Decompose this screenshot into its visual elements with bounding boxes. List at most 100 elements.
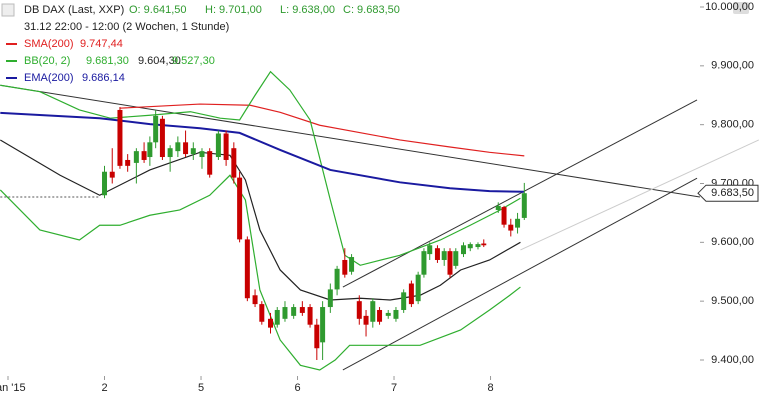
candle-body xyxy=(141,151,147,160)
candle-body xyxy=(481,243,487,246)
legend-value: 9.527,30 xyxy=(172,55,215,67)
candle-body xyxy=(349,257,355,272)
candle-body xyxy=(501,207,507,225)
legend-value: 9.604,30 xyxy=(138,55,181,67)
candle-body xyxy=(167,148,173,158)
x-tick-label: 2 xyxy=(101,382,107,394)
candle-body xyxy=(133,151,139,163)
legend-value: 9.686,14 xyxy=(82,72,125,84)
tool-icon[interactable] xyxy=(733,2,749,14)
x-tick-label: 8 xyxy=(487,382,493,394)
candle-body xyxy=(521,193,527,218)
candle-body xyxy=(356,301,362,319)
candle-body xyxy=(434,248,440,260)
candle-body xyxy=(495,205,501,210)
collapse-icon[interactable] xyxy=(1,3,15,17)
candle-body xyxy=(393,309,399,319)
indicator-line xyxy=(0,111,525,193)
candle-body xyxy=(207,151,213,175)
y-tick-label: 9.600,00 xyxy=(711,236,754,248)
ohlc-close: C: 9.683,50 xyxy=(343,4,400,16)
candle-body xyxy=(385,312,391,316)
candle-body xyxy=(252,295,258,305)
candle-body xyxy=(274,309,280,325)
legend-name: SMA(200) xyxy=(24,38,74,50)
indicator-line xyxy=(0,70,521,266)
candle-body xyxy=(475,244,481,248)
candle-body xyxy=(153,115,159,143)
candle-body xyxy=(467,244,473,249)
candle-body xyxy=(508,224,514,231)
candle-body xyxy=(117,109,123,166)
candle-body xyxy=(314,324,320,349)
candle-body xyxy=(299,307,305,313)
candle-body xyxy=(183,142,189,155)
legend-value: 9.747,44 xyxy=(80,38,123,50)
candle-body xyxy=(441,251,447,260)
candle-body xyxy=(342,259,348,275)
trendline xyxy=(520,139,759,251)
candle-body xyxy=(307,307,313,325)
candle-body xyxy=(320,307,326,343)
x-tick-label: 6 xyxy=(294,382,300,394)
candle-body xyxy=(377,309,383,322)
y-tick-label: 10.000,00 xyxy=(705,1,754,13)
candle-body xyxy=(453,251,459,266)
legend: DB DAX (Last, XXP) O: 9.641,50 H: 9.701,… xyxy=(1,2,749,33)
candle-body xyxy=(237,177,243,240)
y-tick-label: 9.400,00 xyxy=(711,354,754,366)
instrument-title: DB DAX (Last, XXP) xyxy=(24,4,124,16)
candle-body xyxy=(515,218,521,228)
candle-body xyxy=(267,318,273,328)
candle-body xyxy=(427,245,433,255)
period: 31.12 22:00 - 12:00 (2 Wochen, 1 Stunde) xyxy=(24,21,229,33)
y-tick-label: 9.800,00 xyxy=(711,119,754,131)
x-tick-label: 7 xyxy=(391,382,397,394)
x-tick-label: 5 xyxy=(198,382,204,394)
trendline xyxy=(342,177,698,371)
candle-body xyxy=(175,142,181,152)
y-tick-label: 9.900,00 xyxy=(711,60,754,72)
candle-body xyxy=(334,268,340,290)
candle-body xyxy=(109,171,115,178)
candle-body xyxy=(125,159,131,166)
y-tick-label: 9.500,00 xyxy=(711,295,754,307)
candle-body xyxy=(223,133,229,160)
price-tag-label: 9.683,50 xyxy=(711,187,754,199)
candle-body xyxy=(408,283,414,305)
price-tag xyxy=(697,184,759,202)
trendline xyxy=(342,99,698,288)
legend-name: EMA(200) xyxy=(24,72,74,84)
candle-body xyxy=(327,289,333,308)
ohlc-high: H: 9.701,00 xyxy=(205,4,262,16)
candle-body xyxy=(244,239,250,299)
ohlc-open: O: 9.641,50 xyxy=(129,4,187,16)
candle-body xyxy=(159,118,165,158)
candle-body xyxy=(215,133,221,158)
candle-body xyxy=(401,292,407,310)
indicator-line xyxy=(0,139,521,301)
candle-body xyxy=(282,307,288,319)
candle-body xyxy=(259,304,265,322)
candle-body xyxy=(231,148,237,178)
candle-body xyxy=(447,251,453,275)
candle-body xyxy=(291,307,297,316)
candle-body xyxy=(199,151,205,158)
candle-body xyxy=(147,142,153,158)
legend-name: BB(20, 2) xyxy=(24,55,70,67)
x-tick-label: Jan '15 xyxy=(0,382,26,394)
ohlc-low: L: 9.638,00 xyxy=(280,4,335,16)
candle-body xyxy=(415,274,421,302)
legend-value: 9.681,30 xyxy=(86,55,129,67)
plot-area xyxy=(0,70,759,371)
candle-body xyxy=(102,171,108,196)
indicator-line xyxy=(0,174,521,371)
indicator-line xyxy=(119,103,525,157)
trendline xyxy=(0,84,701,198)
candle-body xyxy=(461,245,467,255)
candle-body xyxy=(421,251,427,275)
candle-body xyxy=(190,148,196,155)
candle-body xyxy=(363,315,369,325)
candle-body xyxy=(370,301,376,322)
